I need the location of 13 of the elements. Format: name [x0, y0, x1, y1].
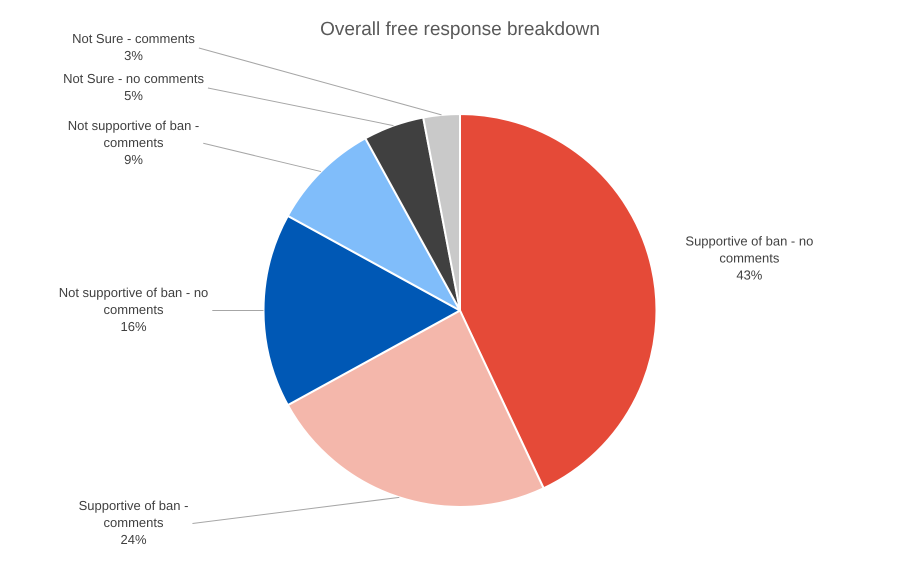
slice-label: Not Sure - comments — [72, 31, 196, 46]
slice-label: Not supportive of ban - comments — [68, 118, 200, 150]
slice-label: Supportive of ban - comments — [78, 498, 188, 530]
data-label: 5% — [124, 88, 144, 104]
data-label: 24% — [120, 532, 147, 548]
chart-title: Overall free response breakdown — [320, 19, 600, 40]
slice-label: Not supportive of ban - no comments — [58, 285, 208, 318]
slice-label: Not Sure - no comments — [63, 71, 204, 86]
data-label: 9% — [124, 152, 144, 167]
data-label: 3% — [124, 48, 144, 64]
data-label: 43% — [736, 267, 763, 282]
data-label: 16% — [120, 319, 147, 334]
slice-label: Supportive of ban - no comments — [685, 233, 814, 266]
